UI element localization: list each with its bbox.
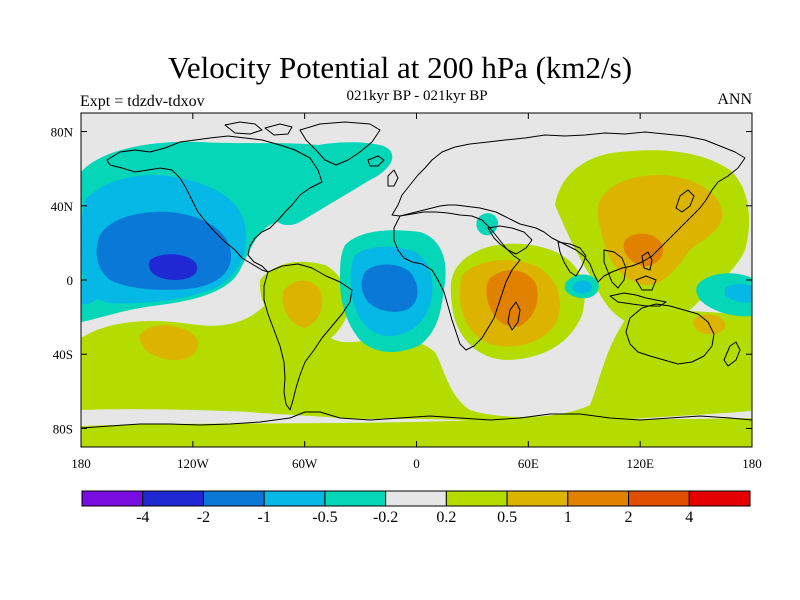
colorbar-swatch: [263, 490, 326, 507]
colorbar-label: 2: [625, 509, 633, 526]
colorbar-swatch: [324, 490, 387, 507]
coastline-arctic-islands: [224, 121, 293, 136]
y-tick-label: 80S: [53, 421, 73, 436]
coastline-africa: [393, 211, 521, 351]
colorbar-swatch: [142, 490, 204, 507]
coastline-iceland: [367, 155, 385, 167]
x-tick-label: 120E: [626, 456, 654, 471]
coastline-greenland: [299, 121, 381, 166]
chart-title: Velocity Potential at 200 hPa (km2/s): [167, 50, 633, 85]
colorbar-label: -2: [197, 509, 210, 526]
x-tick-label: 60E: [518, 456, 539, 471]
contour-south-pacific-core: [139, 325, 199, 361]
y-tick-label: 40S: [53, 347, 73, 362]
x-tick-label: 0: [413, 456, 420, 471]
contour-indian-ocean-core: [572, 280, 592, 294]
colorbar-swatch: [445, 490, 508, 507]
coastline-philippines: [641, 251, 653, 271]
colorbar-label: -0.5: [312, 509, 337, 526]
x-tick-label: 180: [71, 456, 91, 471]
colorbar-swatch: [202, 490, 265, 507]
x-tick-label: 60W: [292, 456, 318, 471]
colorbar-label: -1: [258, 509, 271, 526]
x-tick-label: 120W: [177, 456, 210, 471]
coastline-british-isles: [387, 169, 399, 187]
y-tick-label: 40N: [51, 199, 74, 214]
chart-subtitle: 021kyr BP - 021kyr BP: [346, 88, 488, 104]
experiment-label: Expt = tdzdv-tdxov: [80, 93, 205, 110]
coastline-new-zealand: [723, 341, 741, 367]
contour-dateline-east-core: [725, 284, 752, 303]
x-axis-ticks: 180 120W 60W 0 60E 120E 180: [71, 113, 762, 471]
coastline-madagascar: [507, 301, 521, 331]
contour-dateline-east-negative: [696, 273, 752, 317]
colorbar-label: 1: [564, 509, 572, 526]
coastline-south-america: [263, 263, 353, 411]
y-axis-ticks: 80N 40N 0 40S 80S: [51, 125, 752, 436]
contour-north-atlantic-negative: [265, 142, 393, 226]
colorbar-swatch: [567, 490, 630, 507]
coastline-southeast-asia: [603, 249, 627, 289]
colorbar-label: -0.2: [373, 509, 398, 526]
coastline-antarctica: [81, 411, 752, 429]
coastline-australia: [625, 303, 715, 365]
season-label: ANN: [717, 91, 752, 108]
y-tick-label: 0: [67, 273, 74, 288]
contour-africa-core: [486, 270, 538, 327]
colorbar-swatch: [81, 490, 144, 507]
colorbar-label: 0.2: [436, 509, 456, 526]
y-tick-label: 80N: [51, 125, 74, 140]
coastline-japan: [675, 189, 695, 213]
contour-south-band: [81, 296, 752, 424]
contour-asia-core: [623, 233, 664, 267]
coastline-arabia: [487, 225, 533, 255]
coastline-eurasia: [391, 131, 746, 283]
contour-npacific-inner: [96, 211, 232, 290]
colorbar-label: 0.5: [497, 509, 517, 526]
colorbar-label: -4: [136, 509, 149, 526]
colorbar-swatch: [688, 490, 751, 507]
contour-dateline-west-negative: [81, 281, 100, 305]
contour-fields: [81, 141, 752, 447]
coastlines: [81, 121, 752, 429]
colorbar-label: 4: [685, 509, 693, 526]
contour-atlantic-core: [361, 264, 418, 312]
contour-south-america-core: [282, 280, 323, 328]
coastline-indonesia: [609, 275, 667, 307]
coastline-india: [557, 241, 587, 277]
contour-npacific-core: [148, 254, 198, 280]
colorbar-swatch: [628, 490, 690, 507]
contour-south-strip: [81, 418, 752, 447]
contour-red-sea-negative: [476, 213, 498, 236]
colorbar-swatch: [506, 490, 569, 507]
x-tick-label: 180: [742, 456, 762, 471]
colorbar-swatch: [385, 490, 447, 507]
colorbar: -4 -2 -1 -0.5 -0.2 0.2 0.5 1 2 4: [81, 490, 751, 526]
coastline-north-america: [106, 135, 323, 273]
